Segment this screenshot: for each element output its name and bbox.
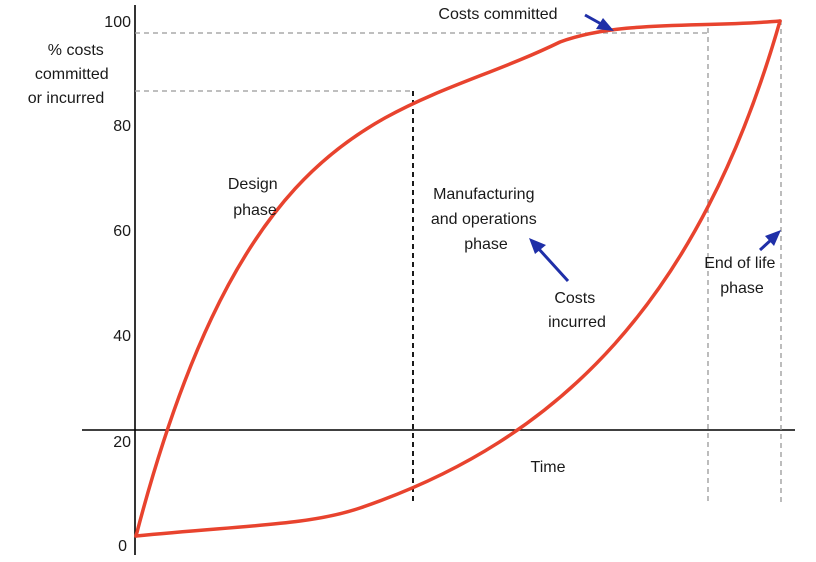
y-tick-label: 80 — [113, 118, 131, 135]
costs-incurred-label: Costs incurred — [548, 290, 606, 331]
y-tick-label: 40 — [113, 328, 131, 345]
costs-committed-curve — [134, 19, 782, 538]
manufacturing-phase-label: Manufacturing and operations phase — [431, 186, 541, 253]
y-tick-label: 20 — [113, 434, 131, 451]
y-tick-label: 100 — [104, 14, 131, 31]
arrow-icon — [529, 238, 570, 283]
y-tick-label: 60 — [113, 223, 131, 240]
costs-committed-label: Costs committed — [438, 6, 557, 23]
time-axis-label: Time — [531, 459, 566, 476]
end-of-life-phase-label: End of life phase — [704, 255, 780, 297]
arrow-icon — [584, 13, 614, 31]
y-tick-label: 0 — [118, 538, 127, 555]
arrow-icon — [758, 230, 781, 252]
costs-incurred-curve — [134, 19, 782, 538]
design-phase-label: Design phase — [228, 176, 282, 219]
y-axis-label: % costs committed or incurred — [28, 42, 113, 107]
